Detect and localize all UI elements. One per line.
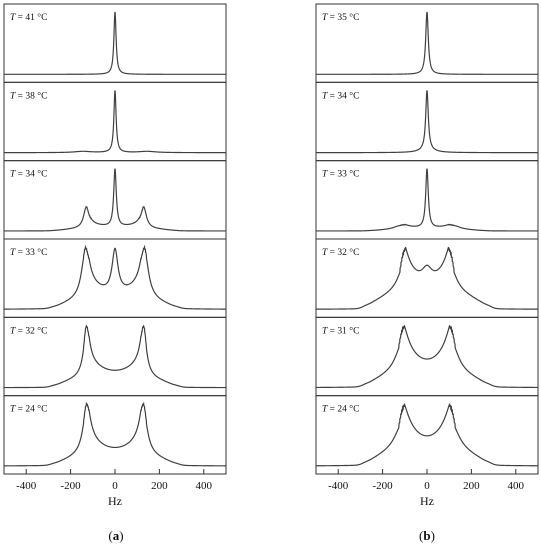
temperature-label: T = 41 °C bbox=[10, 12, 47, 23]
temperature-label: T = 31 °C bbox=[322, 325, 359, 336]
temperature-label: T = 32 °C bbox=[10, 325, 47, 336]
temperature-label: T = 34 °C bbox=[10, 169, 47, 180]
panel-b: T = 35 °C T = 34 °C T = 33 °C T = 32 °C T = … bbox=[315, 3, 539, 543]
x-tick-label: 0 bbox=[112, 480, 118, 492]
x-tick-label: -200 bbox=[373, 480, 394, 492]
x-tick-label: 400 bbox=[196, 480, 213, 492]
spectrum-line bbox=[4, 90, 226, 154]
panel-a: T = 41 °C T = 38 °C T = 34 °C T = 33 °C T = … bbox=[3, 3, 227, 543]
temperature-label: T = 33 °C bbox=[322, 169, 359, 180]
x-tick-label: 200 bbox=[463, 480, 480, 492]
spectrum-line bbox=[315, 403, 539, 467]
spectrum-line bbox=[316, 90, 538, 154]
spectrum-line bbox=[316, 325, 538, 389]
x-tick-label: -400 bbox=[328, 480, 349, 492]
x-tick-label: 200 bbox=[151, 480, 168, 492]
temperature-label: T = 24 °C bbox=[322, 404, 359, 415]
spectrum-line bbox=[316, 11, 538, 75]
temperature-label: T = 35 °C bbox=[322, 12, 359, 23]
temperature-label: T = 33 °C bbox=[10, 247, 47, 258]
spectrum-line bbox=[4, 401, 226, 467]
x-tick-label: 400 bbox=[508, 480, 525, 492]
temperature-label: T = 34 °C bbox=[322, 90, 359, 101]
spectrum-line bbox=[4, 244, 226, 310]
x-tick-label: 0 bbox=[424, 480, 430, 492]
temperature-label: T = 38 °C bbox=[10, 90, 47, 101]
x-tick-label: -400 bbox=[16, 480, 37, 492]
spectrum-line bbox=[316, 168, 538, 232]
spectrum-line bbox=[4, 168, 226, 232]
temperature-label: T = 32 °C bbox=[322, 247, 359, 258]
spectrum-line bbox=[316, 246, 538, 310]
temperature-label: T = 24 °C bbox=[10, 404, 47, 415]
spectrum-line bbox=[4, 11, 226, 75]
x-axis-title: Hz bbox=[420, 494, 434, 508]
x-tick-label: -200 bbox=[61, 480, 82, 492]
x-axis-title: Hz bbox=[108, 494, 122, 508]
panel-label: (b) bbox=[419, 528, 435, 543]
panel-label: (a) bbox=[108, 528, 123, 543]
spectrum-line bbox=[4, 325, 226, 389]
